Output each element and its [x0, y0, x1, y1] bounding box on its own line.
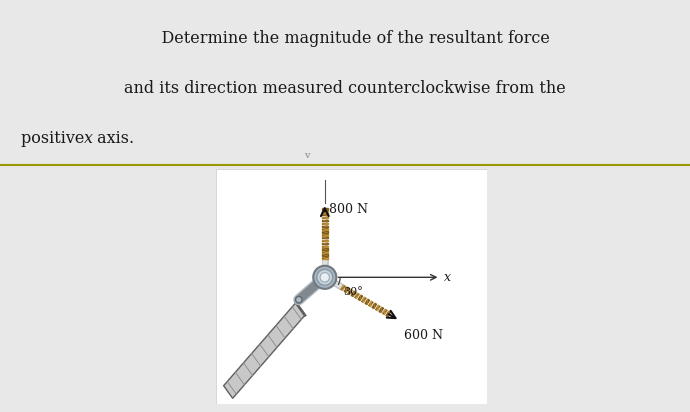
Polygon shape: [362, 297, 366, 302]
Text: 600 N: 600 N: [404, 329, 442, 342]
Text: Determine the magnitude of the resultant force: Determine the magnitude of the resultant…: [141, 30, 549, 47]
Circle shape: [317, 269, 333, 285]
Text: v: v: [304, 151, 309, 160]
Polygon shape: [365, 299, 369, 304]
Circle shape: [295, 297, 302, 303]
Polygon shape: [375, 305, 380, 311]
Polygon shape: [386, 311, 391, 317]
Circle shape: [320, 273, 330, 282]
Polygon shape: [341, 285, 345, 290]
Text: 800 N: 800 N: [330, 203, 368, 216]
Polygon shape: [383, 309, 387, 315]
Polygon shape: [351, 291, 355, 297]
Text: x: x: [444, 271, 451, 284]
Polygon shape: [380, 307, 384, 313]
Circle shape: [313, 266, 336, 289]
Text: and its direction measured counterclockwise from the: and its direction measured counterclockw…: [124, 80, 566, 97]
Polygon shape: [344, 287, 348, 293]
Text: x: x: [84, 130, 93, 147]
Text: axis.: axis.: [92, 130, 135, 147]
Polygon shape: [368, 301, 373, 307]
Polygon shape: [372, 303, 377, 309]
Polygon shape: [348, 289, 352, 295]
Polygon shape: [224, 302, 305, 398]
Polygon shape: [355, 293, 359, 299]
Text: 30°: 30°: [343, 288, 363, 297]
Polygon shape: [358, 295, 362, 300]
Text: positive: positive: [21, 130, 89, 147]
